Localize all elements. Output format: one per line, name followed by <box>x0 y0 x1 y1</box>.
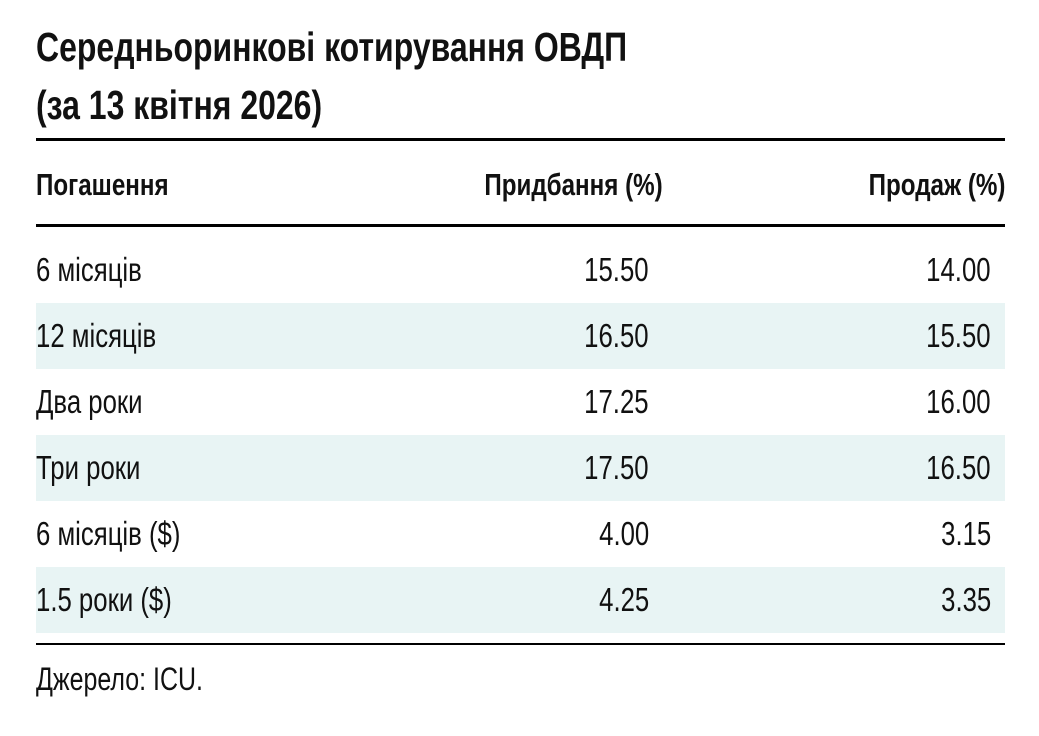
cell-buy: 4.25 <box>598 581 649 618</box>
header-sell: Продаж (%) <box>868 167 1005 202</box>
table-row: 1.5 роки ($) 4.25 3.35 <box>36 567 1005 633</box>
cell-sell: 16.50 <box>926 449 991 486</box>
cell-buy: 4.00 <box>598 515 649 552</box>
cell-buy: 17.25 <box>584 383 649 420</box>
title-line-1: Середньоринкові котирування ОВДП <box>36 24 628 70</box>
cell-maturity: Два роки <box>36 383 143 420</box>
cell-maturity: 12 місяців <box>36 317 157 354</box>
cell-buy: 15.50 <box>584 251 649 288</box>
table-row: 12 місяців 16.50 15.50 <box>36 303 1005 369</box>
cell-buy: 16.50 <box>584 317 649 354</box>
title-line-2: (за 13 квітня 2026) <box>36 82 323 128</box>
cell-sell: 14.00 <box>926 251 991 288</box>
header-maturity: Погашення <box>36 167 169 202</box>
cell-maturity: 6 місяців <box>36 251 142 288</box>
cell-sell: 15.50 <box>926 317 991 354</box>
table-row: 6 місяців 15.50 14.00 <box>36 237 1005 303</box>
bottom-rule <box>36 643 1005 645</box>
source-note: Джерело: ICU. <box>36 661 203 697</box>
cell-maturity: Три роки <box>36 449 141 486</box>
cell-maturity: 6 місяців ($) <box>36 515 181 552</box>
table-row: Два роки 17.25 16.00 <box>36 369 1005 435</box>
page-title: Середньоринкові котирування ОВДП (за 13 … <box>36 18 794 134</box>
cell-maturity: 1.5 роки ($) <box>36 581 172 618</box>
header-rule <box>36 224 1005 227</box>
table-row: 6 місяців ($) 4.00 3.15 <box>36 501 1005 567</box>
table-row: Три роки 17.50 16.50 <box>36 435 1005 501</box>
cell-buy: 17.50 <box>584 449 649 486</box>
cell-sell: 3.35 <box>940 581 991 618</box>
top-rule <box>36 138 1005 141</box>
header-buy: Придбання (%) <box>484 167 663 202</box>
cell-sell: 16.00 <box>926 383 991 420</box>
cell-sell: 3.15 <box>940 515 991 552</box>
